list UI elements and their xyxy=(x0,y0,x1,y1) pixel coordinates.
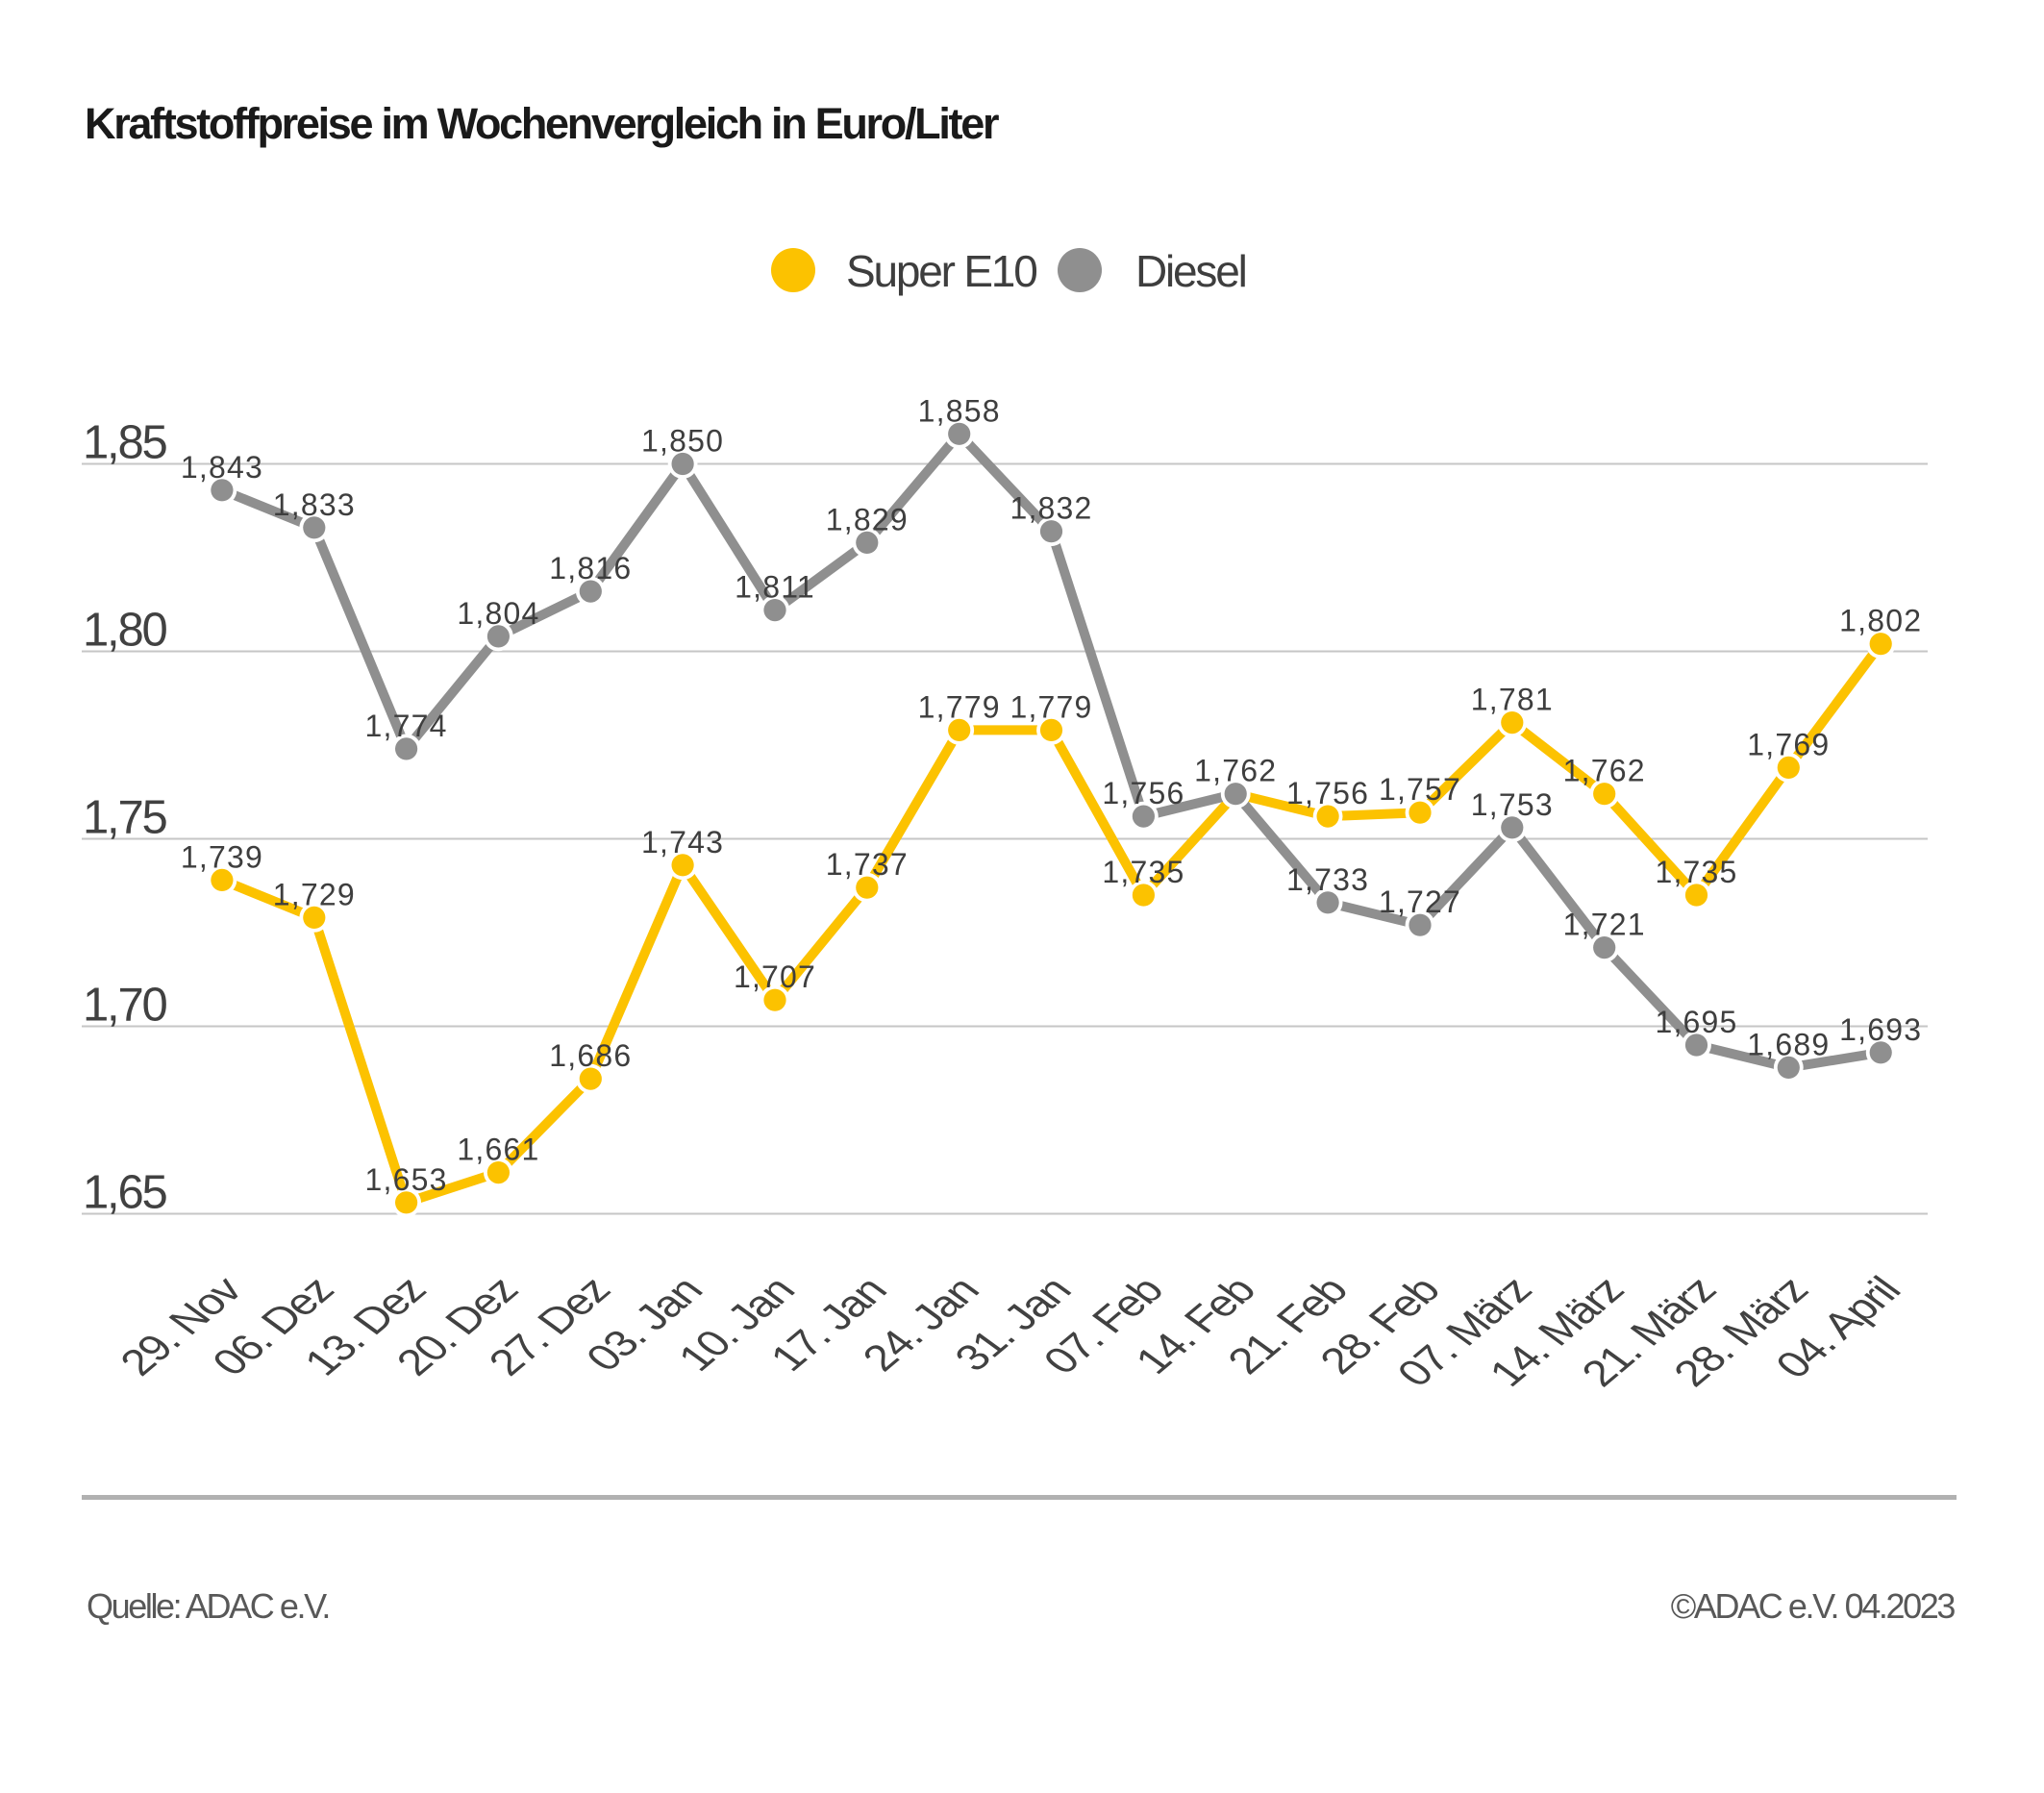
svg-text:1,735: 1,735 xyxy=(1102,855,1184,889)
svg-text:1,65: 1,65 xyxy=(83,1167,167,1219)
svg-text:1,733: 1,733 xyxy=(1286,862,1369,897)
svg-text:1,695: 1,695 xyxy=(1655,1005,1737,1039)
svg-text:1,743: 1,743 xyxy=(641,825,724,859)
svg-text:1,804: 1,804 xyxy=(457,596,539,631)
svg-text:1,816: 1,816 xyxy=(549,551,632,585)
svg-text:1,832: 1,832 xyxy=(1010,491,1092,526)
svg-text:1,757: 1,757 xyxy=(1379,772,1461,807)
svg-text:1,774: 1,774 xyxy=(365,709,448,743)
svg-text:1,729: 1,729 xyxy=(273,877,356,911)
svg-text:©ADAC e.V. 04.2023: ©ADAC e.V. 04.2023 xyxy=(1671,1586,1956,1626)
svg-text:1,739: 1,739 xyxy=(181,839,263,874)
svg-text:1,756: 1,756 xyxy=(1286,776,1369,810)
svg-text:1,858: 1,858 xyxy=(918,393,1001,428)
svg-text:1,779: 1,779 xyxy=(918,689,1001,724)
svg-text:1,802: 1,802 xyxy=(1839,604,1922,638)
svg-text:1,756: 1,756 xyxy=(1102,776,1184,810)
svg-text:1,661: 1,661 xyxy=(457,1133,539,1167)
svg-text:1,781: 1,781 xyxy=(1471,683,1554,717)
svg-text:1,753: 1,753 xyxy=(1471,787,1554,822)
svg-text:1,686: 1,686 xyxy=(549,1038,632,1073)
svg-text:1,762: 1,762 xyxy=(1194,754,1277,788)
svg-text:1,769: 1,769 xyxy=(1747,727,1830,761)
svg-text:1,707: 1,707 xyxy=(734,959,816,994)
svg-text:Diesel: Diesel xyxy=(1135,246,1246,296)
svg-text:1,762: 1,762 xyxy=(1563,754,1646,788)
svg-text:1,727: 1,727 xyxy=(1379,884,1461,919)
svg-text:1,843: 1,843 xyxy=(181,450,263,485)
svg-text:1,653: 1,653 xyxy=(365,1162,448,1197)
svg-text:1,737: 1,737 xyxy=(826,847,909,882)
svg-text:1,693: 1,693 xyxy=(1839,1012,1922,1047)
svg-text:Quelle: ADAC e.V.: Quelle: ADAC e.V. xyxy=(87,1586,329,1626)
svg-text:1,811: 1,811 xyxy=(735,570,815,605)
svg-text:Kraftstoffpreise im Wochenverg: Kraftstoffpreise im Wochenvergleich in E… xyxy=(85,99,999,148)
svg-text:1,85: 1,85 xyxy=(83,417,167,469)
svg-text:1,735: 1,735 xyxy=(1655,855,1737,889)
svg-text:1,70: 1,70 xyxy=(83,980,167,1032)
svg-text:1,721: 1,721 xyxy=(1563,908,1646,942)
svg-text:1,80: 1,80 xyxy=(83,605,167,657)
svg-text:1,850: 1,850 xyxy=(641,424,724,459)
svg-text:1,779: 1,779 xyxy=(1010,689,1092,724)
svg-text:1,75: 1,75 xyxy=(83,792,167,844)
svg-text:1,833: 1,833 xyxy=(273,487,356,522)
svg-text:1,689: 1,689 xyxy=(1747,1027,1830,1061)
svg-text:1,829: 1,829 xyxy=(826,502,909,536)
svg-text:Super E10: Super E10 xyxy=(846,246,1036,296)
